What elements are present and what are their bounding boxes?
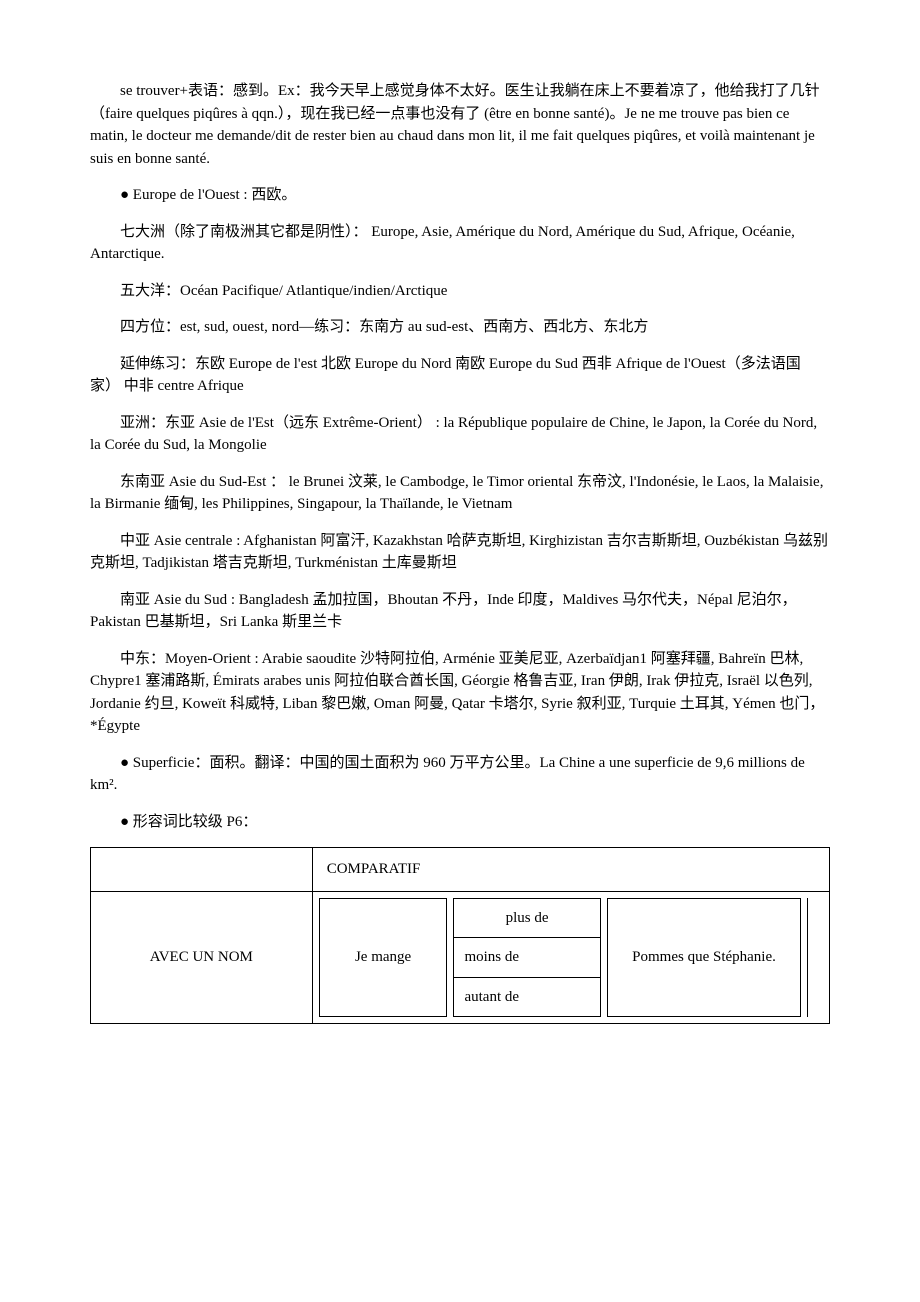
paragraph-comparatif-intro: ● 形容词比较级 P6： (90, 811, 830, 834)
table-cell-inner: Je mange plus de moins de autant de Pomm… (312, 891, 829, 1024)
table-cell-empty (91, 848, 313, 892)
paragraph-middle-east: 中东：Moyen-Orient : Arabie saoudite 沙特阿拉伯,… (90, 648, 830, 738)
paragraph-extension: 延伸练习：东欧 Europe de l'est 北欧 Europe du Nor… (90, 353, 830, 398)
paragraph-asia-central: 中亚 Asie centrale : Afghanistan 阿富汗, Kaza… (90, 530, 830, 575)
paragraph-directions: 四方位：est, sud, ouest, nord—练习：东南方 au sud-… (90, 316, 830, 339)
paragraph-asia-east: 亚洲：东亚 Asie de l'Est（远东 Extrême-Orient） :… (90, 412, 830, 457)
sub-row-plus-de: plus de (454, 899, 599, 939)
table-header-comparatif: COMPARATIF (312, 848, 829, 892)
paragraph-oceans: 五大洋：Océan Pacifique/ Atlantique/indien/A… (90, 280, 830, 303)
paragraph-continents: 七大洲（除了南极洲其它都是阴性）： Europe, Asie, Amérique… (90, 221, 830, 266)
paragraph-superficie: ● Superficie：面积。翻译：中国的国土面积为 960 万平方公里。La… (90, 752, 830, 797)
table-cell-avec-un-nom: AVEC UN NOM (91, 891, 313, 1024)
inner-col-pommes: Pommes que Stéphanie. (607, 898, 802, 1018)
inner-col-je-mange: Je mange (319, 898, 448, 1018)
inner-col-edge (807, 898, 823, 1018)
sub-row-autant-de: autant de (454, 978, 599, 1017)
comparatif-table: COMPARATIF AVEC UN NOM Je mange plus de … (90, 847, 830, 1024)
paragraph-asia-south: 南亚 Asie du Sud : Bangladesh 孟加拉国，Bhoutan… (90, 589, 830, 634)
paragraph-asia-southeast: 东南亚 Asie du Sud-Est ： le Brunei 汶莱, le C… (90, 471, 830, 516)
paragraph-se-trouver: se trouver+表语：感到。Ex：我今天早上感觉身体不太好。医生让我躺在床… (90, 80, 830, 170)
table-row: AVEC UN NOM Je mange plus de moins de au… (91, 891, 830, 1024)
inner-col-quantifiers: plus de moins de autant de (453, 898, 600, 1018)
paragraph-europe-ouest: ● Europe de l'Ouest : 西欧。 (90, 184, 830, 207)
inner-columns-wrap: Je mange plus de moins de autant de Pomm… (319, 898, 823, 1018)
sub-row-moins-de: moins de (454, 938, 599, 978)
table-row: COMPARATIF (91, 848, 830, 892)
